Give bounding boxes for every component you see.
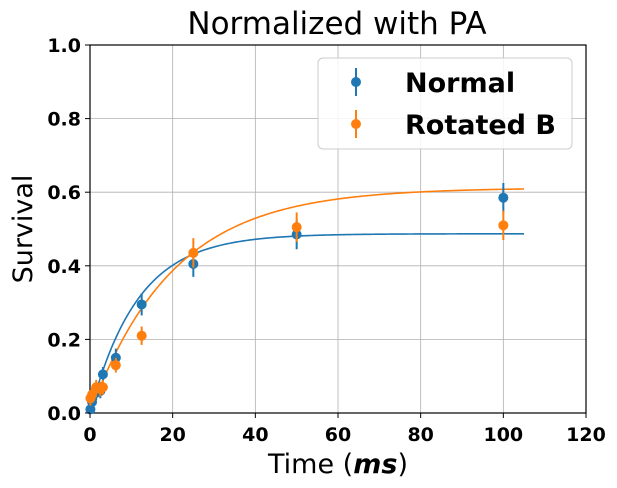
- x-axis-label-unit: ms: [353, 449, 397, 480]
- x-tick-label: 80: [407, 424, 433, 446]
- legend-box: [317, 57, 573, 150]
- x-tick-label: 60: [325, 424, 351, 446]
- chart-title: Normalized with PA: [187, 6, 486, 42]
- data-point: [188, 247, 199, 258]
- y-tick-label: 0.8: [47, 109, 81, 131]
- data-point: [97, 369, 108, 380]
- data-point: [136, 330, 147, 341]
- x-tick-label: 20: [159, 424, 185, 446]
- x-axis-ticks: 0 20 40 60 80 100 120: [83, 413, 606, 446]
- data-point: [136, 299, 147, 310]
- data-point: [498, 192, 509, 203]
- data-point: [110, 360, 121, 371]
- x-tick-label: 100: [483, 424, 523, 446]
- legend-label: Normal: [405, 68, 515, 99]
- x-axis-label-suffix: ): [397, 449, 408, 480]
- y-tick-label: 0.4: [47, 256, 81, 278]
- x-tick-label: 40: [242, 424, 268, 446]
- data-point: [291, 222, 302, 233]
- x-axis-label: Time (ms): [267, 449, 408, 480]
- legend-marker: [351, 119, 361, 129]
- legend-items: Normal Rotated B: [351, 68, 556, 141]
- y-tick-label: 0.2: [47, 329, 81, 351]
- y-axis-label: Survival: [8, 175, 39, 284]
- data-points: [85, 183, 509, 415]
- y-tick-label: 0.0: [47, 403, 81, 425]
- y-axis-ticks: 0.0 0.2 0.4 0.6 0.8 1.0: [47, 35, 90, 425]
- x-axis-label-prefix: Time (: [267, 449, 353, 480]
- fit-curve: [89, 188, 525, 414]
- x-tick-label: 0: [83, 424, 96, 446]
- x-tick-label: 120: [566, 424, 606, 446]
- fit-curve: [89, 233, 524, 414]
- y-tick-label: 0.6: [47, 182, 81, 204]
- data-point: [97, 382, 108, 393]
- data-point: [87, 389, 98, 400]
- data-point: [498, 220, 509, 231]
- fit-curves: [89, 188, 525, 414]
- legend-label: Rotated B: [405, 110, 556, 141]
- legend: Normal Rotated B: [317, 57, 573, 150]
- y-tick-label: 1.0: [47, 35, 81, 57]
- legend-marker: [351, 77, 361, 87]
